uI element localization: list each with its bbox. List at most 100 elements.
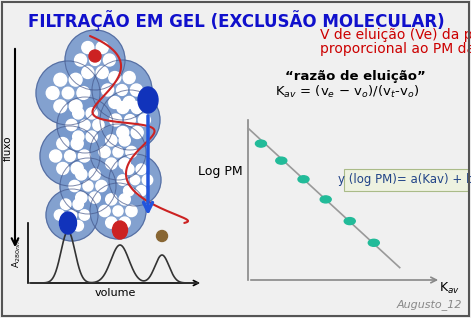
Circle shape [69,180,80,192]
Circle shape [117,101,129,114]
Circle shape [76,169,87,180]
Circle shape [96,66,108,79]
Circle shape [74,54,87,66]
Circle shape [71,162,83,175]
Circle shape [49,150,62,162]
Text: y (log PM)= a(Kav) + b: y (log PM)= a(Kav) + b [338,174,471,186]
Circle shape [57,97,113,153]
Circle shape [117,175,128,185]
Circle shape [142,175,153,185]
Circle shape [106,158,117,169]
Circle shape [106,194,117,205]
Circle shape [82,42,94,53]
Circle shape [113,147,123,157]
Text: K$_{av}$ = (v$_e$ $-$ v$_o$)/(v$_t$-v$_o$): K$_{av}$ = (v$_e$ $-$ v$_o$)/(v$_t$-v$_o… [275,84,419,100]
Circle shape [77,86,90,100]
Circle shape [66,119,77,131]
Circle shape [130,84,142,96]
Ellipse shape [368,239,379,246]
Circle shape [100,90,160,150]
Circle shape [96,180,107,192]
Circle shape [46,189,98,241]
Circle shape [89,192,100,203]
Circle shape [40,126,100,186]
Circle shape [106,217,117,228]
Ellipse shape [113,221,128,239]
Circle shape [79,210,89,220]
Text: K$_{av}$: K$_{av}$ [439,280,460,295]
Circle shape [78,150,90,162]
Circle shape [93,119,104,131]
Circle shape [131,127,143,138]
Circle shape [67,210,77,220]
Circle shape [125,114,135,125]
Circle shape [90,124,146,180]
Circle shape [60,158,116,214]
Circle shape [61,199,71,209]
Circle shape [46,86,59,100]
Circle shape [71,137,83,149]
Circle shape [123,186,134,196]
Circle shape [80,120,90,130]
Circle shape [99,205,110,217]
Circle shape [119,194,130,205]
Circle shape [92,60,152,120]
Text: FILTRAÇÃO EM GEL (EXCLUSÃO MOLECULAR): FILTRAÇÃO EM GEL (EXCLUSÃO MOLECULAR) [28,10,444,31]
Circle shape [119,217,130,228]
Circle shape [123,96,135,108]
Circle shape [126,146,137,158]
Circle shape [65,30,125,90]
Circle shape [86,108,97,119]
Circle shape [109,154,161,206]
Circle shape [57,162,69,175]
Text: V de eluição (Ve) da proteína é inversamente: V de eluição (Ve) da proteína é inversam… [320,28,471,43]
Circle shape [117,85,127,95]
Circle shape [123,164,134,174]
Circle shape [69,100,82,113]
Circle shape [109,96,121,108]
Circle shape [119,158,130,169]
Circle shape [36,61,100,125]
Circle shape [136,164,146,174]
FancyBboxPatch shape [344,169,468,191]
Circle shape [136,186,146,196]
Circle shape [73,221,83,231]
Ellipse shape [138,87,158,113]
Circle shape [82,66,94,79]
Circle shape [104,54,115,66]
Circle shape [99,146,110,158]
Circle shape [126,205,137,217]
Circle shape [54,100,67,113]
Circle shape [90,183,146,239]
Text: Log PM: Log PM [198,165,243,178]
Circle shape [119,135,130,146]
Circle shape [138,114,150,126]
Circle shape [96,42,108,53]
Ellipse shape [298,176,309,183]
Text: “razão de eluição”: “razão de eluição” [284,70,425,83]
Circle shape [61,221,71,231]
Ellipse shape [59,212,76,234]
Circle shape [73,199,83,209]
Text: proporcional ao PM da proteína: proporcional ao PM da proteína [320,41,471,56]
Text: Augusto_12: Augusto_12 [397,299,462,310]
Circle shape [83,181,93,191]
Circle shape [73,131,84,142]
Circle shape [117,127,129,138]
Ellipse shape [255,140,267,147]
Ellipse shape [276,157,287,164]
Circle shape [73,108,84,119]
Circle shape [69,73,82,86]
Circle shape [89,55,100,66]
Circle shape [130,175,140,185]
Circle shape [102,84,114,96]
Ellipse shape [156,231,168,241]
Circle shape [57,137,69,149]
Circle shape [123,72,135,84]
Text: fluxo: fluxo [3,135,13,161]
Circle shape [54,73,67,86]
Circle shape [76,192,87,203]
Ellipse shape [320,196,331,203]
Circle shape [109,72,121,84]
Circle shape [89,169,100,180]
